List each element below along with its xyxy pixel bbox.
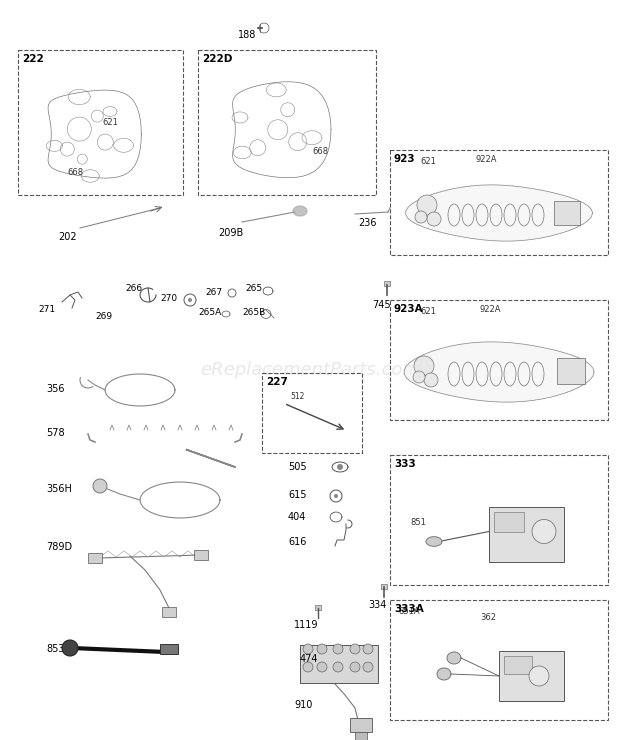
Circle shape	[424, 373, 438, 387]
Text: 853A: 853A	[46, 644, 71, 654]
Text: 270: 270	[160, 294, 177, 303]
Bar	[390, 150, 608, 255]
Text: 512: 512	[290, 391, 304, 400]
Circle shape	[188, 298, 192, 302]
Text: 615: 615	[288, 490, 306, 500]
Circle shape	[413, 371, 425, 383]
Text: 745: 745	[372, 300, 391, 310]
Text: 334: 334	[368, 600, 386, 610]
Bar	[504, 656, 532, 674]
Polygon shape	[404, 342, 594, 402]
Polygon shape	[426, 536, 442, 546]
Text: 333: 333	[394, 459, 416, 469]
Circle shape	[415, 211, 427, 223]
Text: 188: 188	[238, 30, 257, 40]
Polygon shape	[293, 206, 307, 216]
Bar	[494, 511, 524, 531]
Text: eReplacementParts.com: eReplacementParts.com	[200, 361, 420, 379]
Circle shape	[529, 666, 549, 686]
Text: 616: 616	[288, 537, 306, 547]
Bar	[262, 373, 362, 453]
Text: 621: 621	[420, 157, 436, 166]
Bar	[390, 455, 608, 585]
Text: 404: 404	[288, 512, 306, 522]
Text: 333A: 333A	[394, 604, 423, 614]
Text: 271: 271	[38, 305, 55, 314]
Bar	[384, 281, 390, 286]
Text: 668: 668	[68, 167, 84, 177]
Bar	[355, 732, 367, 740]
Bar	[489, 506, 564, 562]
Text: 222: 222	[22, 54, 44, 64]
Text: 789D: 789D	[46, 542, 72, 552]
Circle shape	[333, 662, 343, 672]
Text: 851A: 851A	[398, 607, 420, 616]
Polygon shape	[405, 185, 593, 241]
Text: 227: 227	[266, 377, 288, 387]
Circle shape	[334, 494, 338, 498]
Circle shape	[317, 644, 327, 654]
Text: 236: 236	[358, 218, 376, 228]
Text: 578: 578	[46, 428, 64, 438]
Text: 922A: 922A	[480, 305, 502, 314]
Text: 621: 621	[420, 307, 436, 316]
Text: 851: 851	[410, 518, 426, 527]
Text: 474: 474	[300, 654, 319, 664]
Bar	[390, 300, 608, 420]
Text: 356H: 356H	[46, 484, 72, 494]
Bar	[315, 605, 321, 610]
Bar	[18, 50, 183, 195]
Circle shape	[317, 662, 327, 672]
Text: 269: 269	[95, 312, 112, 321]
Circle shape	[93, 479, 107, 493]
Circle shape	[363, 644, 373, 654]
Circle shape	[350, 662, 360, 672]
Circle shape	[303, 662, 313, 672]
Circle shape	[62, 640, 78, 656]
Bar	[300, 645, 378, 683]
Text: 356: 356	[46, 384, 64, 394]
Text: 267: 267	[205, 288, 222, 297]
Text: 266: 266	[125, 284, 142, 293]
Text: 621: 621	[102, 118, 118, 127]
Circle shape	[303, 644, 313, 654]
Circle shape	[427, 212, 441, 226]
Bar	[88, 553, 102, 563]
Text: 668: 668	[312, 147, 329, 156]
Bar	[162, 607, 176, 617]
Text: 209B: 209B	[218, 228, 243, 238]
Circle shape	[337, 464, 343, 470]
Text: 923: 923	[394, 154, 415, 164]
Circle shape	[417, 195, 437, 215]
Bar	[160, 644, 178, 654]
Bar	[554, 201, 580, 225]
Text: 202: 202	[58, 232, 77, 242]
Circle shape	[350, 644, 360, 654]
Text: 265B: 265B	[242, 308, 265, 317]
Circle shape	[333, 644, 343, 654]
Bar	[381, 584, 387, 589]
Text: 1119: 1119	[294, 620, 319, 630]
Text: 505: 505	[288, 462, 307, 472]
Circle shape	[363, 662, 373, 672]
Text: 265A: 265A	[198, 308, 221, 317]
Bar	[390, 600, 608, 720]
Bar	[350, 718, 372, 732]
Text: 923A: 923A	[394, 304, 423, 314]
Bar	[194, 550, 208, 560]
Polygon shape	[447, 652, 461, 664]
Bar	[557, 358, 585, 384]
Bar	[499, 651, 564, 701]
Text: 910: 910	[294, 700, 312, 710]
Text: 222D: 222D	[202, 54, 232, 64]
Text: 362: 362	[480, 613, 496, 622]
Circle shape	[532, 519, 556, 543]
Text: 265: 265	[245, 284, 262, 293]
Bar	[198, 50, 376, 195]
Text: 922A: 922A	[475, 155, 497, 164]
Circle shape	[414, 356, 434, 376]
Polygon shape	[437, 668, 451, 680]
